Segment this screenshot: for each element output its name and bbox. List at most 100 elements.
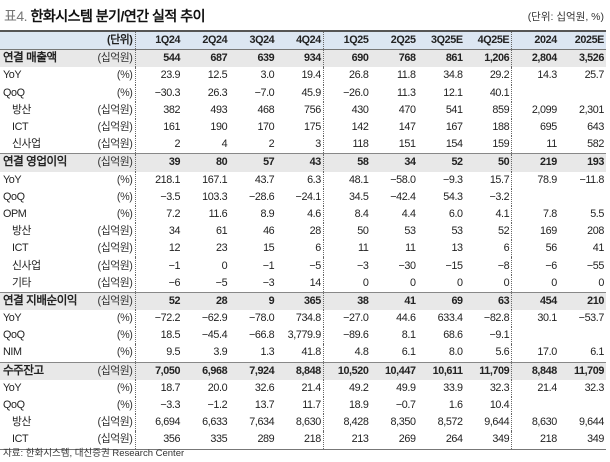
table-row: 방산 (십억원) 34 61 46 28 50 53 53 52 169 208 — [0, 223, 606, 241]
table-row: 연결 매출액 (십억원) 544 687 639 934 690 768 861 1,206 2,8… — [0, 49, 606, 68]
cell-1q24: 34 — [168, 225, 181, 238]
cell-4q24: 3,779.9 — [276, 327, 324, 345]
cell-2q24: 0 — [221, 259, 228, 272]
header-col-3q25e: 3Q25E — [431, 34, 463, 47]
cell-3q24: −78.0 — [248, 312, 275, 325]
cell-2q24: 6,968 — [202, 364, 228, 377]
cell-2q25: 11.3 — [396, 86, 416, 99]
cell-1q25: 50 — [357, 225, 369, 238]
cell-4q25e: 40.1 — [464, 84, 513, 102]
row-label: 신사업 — [12, 138, 41, 151]
cell-3q24: 32.6 — [254, 381, 275, 394]
cell-1q24: 18.7 — [160, 381, 181, 394]
cell-2q25: 53 — [404, 225, 416, 238]
cell-2025e: 349 — [587, 433, 604, 446]
cell-2024 — [512, 397, 559, 414]
cell-2q24: 61 — [215, 225, 228, 238]
cell-1q24: −6 — [168, 276, 181, 289]
row-unit: (%) — [90, 396, 136, 415]
table-row: ICT (십억원) 161 190 170 175 142 147 167 188 695 643 — [0, 118, 606, 137]
cell-2025e: 643 — [587, 121, 604, 134]
cell-2024: 8,630 — [531, 416, 557, 429]
table-title: 표4. 한화시스템 분기/연간 실적 추이 — [4, 6, 205, 26]
cell-2q25: 6.1 — [401, 346, 416, 359]
cell-3q24: −66.8 — [248, 329, 275, 342]
cell-2024: 219 — [540, 156, 557, 169]
cell-4q25e: 9,644 — [464, 414, 513, 432]
table-row: YoY (%) 18.7 20.0 32.6 21.4 49.2 49.9 33.9 32.3 21… — [0, 379, 606, 397]
cell-2025e: 32.3 — [584, 381, 605, 394]
cell-4q25e: 15.7 — [464, 171, 513, 189]
table-row: 기타 (십억원) −6 −5 −3 14 0 0 0 0 0 0 — [0, 274, 606, 293]
cell-2024: 78.9 — [537, 173, 557, 186]
row-label: 연결 영업이익 — [3, 156, 67, 169]
cell-1q24: 544 — [163, 52, 181, 65]
cell-2q25: 34 — [404, 156, 416, 169]
cell-2025e: 6.1 — [590, 346, 604, 359]
row-label: 방산 — [12, 225, 32, 238]
header-row: (단위) 1Q24 2Q24 3Q24 4Q24 1Q25 2Q25 3Q25E 4Q25E 20… — [0, 31, 606, 50]
table-row: QoQ (%) −3.3 −1.2 13.7 11.7 18.9 −0.7 1.6 10.4 — [0, 396, 606, 415]
cell-1q24: 23.9 — [160, 69, 181, 82]
cell-3q25e: 1.6 — [448, 399, 463, 412]
cell-1q25: 142 — [351, 121, 369, 134]
cell-1q24: −1 — [168, 259, 181, 272]
cell-2q24: 20.0 — [207, 381, 228, 394]
cell-2025e: 210 — [587, 294, 604, 307]
row-unit: (십억원) — [90, 153, 136, 172]
cell-2q25: −30 — [398, 259, 416, 272]
table-row: 연결 영업이익 (십억원) 39 80 57 43 58 34 52 50 219 193 — [0, 153, 606, 172]
row-label: ICT — [12, 121, 29, 134]
table-row: OPM (%) 7.2 11.6 8.9 4.6 8.4 4.4 6.0 4.1 7.8 5.5 — [0, 205, 606, 224]
cell-4q24: 3 — [276, 136, 324, 154]
cell-2q25: 41 — [404, 294, 416, 307]
row-label: YoY — [3, 69, 22, 82]
row-unit: (십억원) — [90, 431, 136, 449]
cell-4q25e: −3.2 — [464, 188, 513, 206]
cell-2025e — [559, 327, 606, 344]
row-unit: (십억원) — [90, 136, 136, 154]
table-row: ICT (십억원) 12 23 15 6 11 11 13 6 56 41 — [0, 240, 606, 258]
cell-1q24: −30.3 — [154, 86, 181, 99]
cell-3q24: 13.7 — [254, 399, 275, 412]
table-number: 표4. — [4, 8, 28, 24]
cell-3q25e: 633.4 — [437, 312, 463, 325]
cell-3q25e: 154 — [445, 138, 463, 151]
cell-1q24: −3.5 — [160, 190, 181, 203]
cell-3q25e: 8,572 — [437, 416, 463, 429]
cell-3q24: 9 — [268, 294, 275, 307]
cell-3q25e: 0 — [457, 276, 463, 289]
cell-2q25: 0 — [409, 276, 416, 289]
row-label: QoQ — [3, 86, 25, 99]
header-col-1q25: 1Q25 — [343, 34, 369, 47]
cell-4q25e: 859 — [464, 101, 513, 119]
cell-2q24: −62.9 — [201, 312, 228, 325]
cell-2q25: 11.8 — [396, 69, 416, 82]
cell-1q25: 8,428 — [343, 416, 369, 429]
table-row: ICT (십억원) 356 335 289 218 213 269 264 349 218 349 — [0, 431, 606, 449]
row-label: 신사업 — [12, 259, 41, 272]
cell-2024: −6 — [545, 259, 557, 272]
row-unit: (%) — [90, 188, 136, 206]
table-row: 연결 지배순이익 (십억원) 52 28 9 365 38 41 69 63 454 210 — [0, 292, 606, 310]
header-col-2025e: 2025E — [574, 34, 605, 47]
cell-1q25: 58 — [357, 156, 369, 169]
cell-2q25: 470 — [398, 103, 416, 116]
cell-3q25e: 10,611 — [432, 364, 463, 377]
row-label: 방산 — [12, 416, 32, 429]
cell-4q25e: 50 — [464, 153, 513, 172]
cell-2q25: 10,447 — [384, 364, 416, 377]
cell-3q25e: −9.3 — [442, 173, 463, 186]
cell-2q25: 151 — [398, 138, 416, 151]
cell-4q25e: 349 — [464, 431, 513, 449]
cell-2025e: 9,644 — [578, 416, 604, 429]
table-row: YoY (%) 23.9 12.5 3.0 19.4 26.8 11.8 34.8 29.2 14.… — [0, 67, 606, 85]
cell-4q24: 43 — [276, 153, 324, 172]
row-label: YoY — [3, 173, 22, 186]
cell-2025e: 5.5 — [590, 207, 604, 220]
cell-4q25e: 0 — [464, 274, 513, 293]
cell-2024: 695 — [540, 121, 557, 134]
cell-2q25: 768 — [398, 52, 416, 65]
cell-2q24: −5 — [215, 276, 228, 289]
cell-1q25: 11 — [358, 242, 369, 255]
